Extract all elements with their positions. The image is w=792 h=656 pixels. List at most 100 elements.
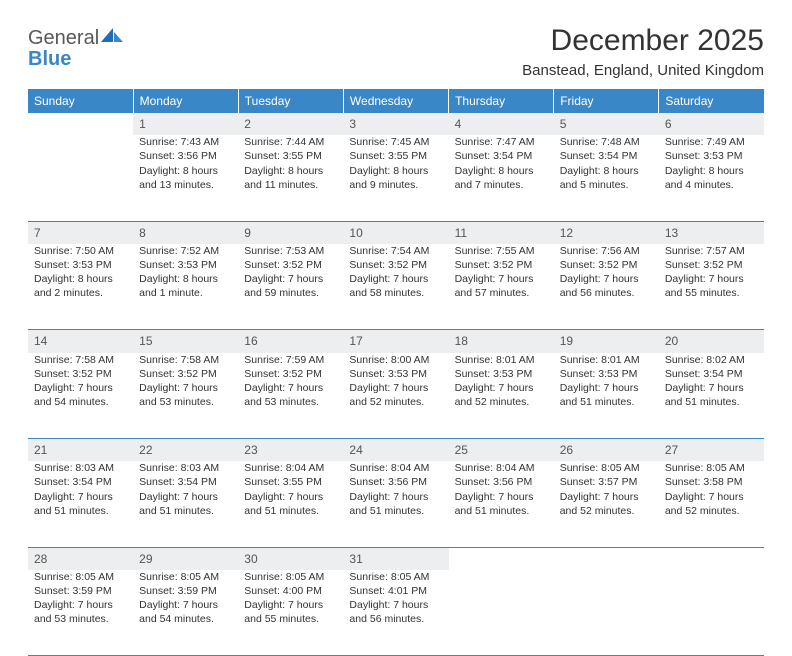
day-content-row: Sunrise: 7:50 AMSunset: 3:53 PMDaylight:… bbox=[28, 244, 764, 330]
daylight-text-2: and 54 minutes. bbox=[34, 395, 127, 409]
sunset-text: Sunset: 3:52 PM bbox=[455, 258, 548, 272]
sunset-text: Sunset: 3:55 PM bbox=[244, 475, 337, 489]
daylight-text-1: Daylight: 7 hours bbox=[139, 490, 232, 504]
day-cell: Sunrise: 7:49 AMSunset: 3:53 PMDaylight:… bbox=[659, 135, 764, 221]
day-cell: Sunrise: 7:58 AMSunset: 3:52 PMDaylight:… bbox=[133, 353, 238, 439]
day-number: 8 bbox=[133, 221, 238, 244]
daylight-text-2: and 2 minutes. bbox=[34, 286, 127, 300]
daylight-text-2: and 1 minute. bbox=[139, 286, 232, 300]
sunset-text: Sunset: 3:52 PM bbox=[244, 367, 337, 381]
day-cell: Sunrise: 8:04 AMSunset: 3:56 PMDaylight:… bbox=[449, 461, 554, 547]
sunrise-text: Sunrise: 7:47 AM bbox=[455, 135, 548, 149]
daylight-text-1: Daylight: 7 hours bbox=[455, 381, 548, 395]
day-cell: Sunrise: 7:52 AMSunset: 3:53 PMDaylight:… bbox=[133, 244, 238, 330]
day-cell: Sunrise: 7:48 AMSunset: 3:54 PMDaylight:… bbox=[554, 135, 659, 221]
sunset-text: Sunset: 4:00 PM bbox=[244, 584, 337, 598]
weekday-header: Tuesday bbox=[238, 89, 343, 113]
day-cell: Sunrise: 7:58 AMSunset: 3:52 PMDaylight:… bbox=[28, 353, 133, 439]
sunrise-text: Sunrise: 7:59 AM bbox=[244, 353, 337, 367]
daylight-text-2: and 51 minutes. bbox=[560, 395, 653, 409]
day-cell: Sunrise: 8:05 AMSunset: 4:01 PMDaylight:… bbox=[343, 570, 448, 656]
day-number: 21 bbox=[28, 439, 133, 462]
day-number: 12 bbox=[554, 221, 659, 244]
sunset-text: Sunset: 3:53 PM bbox=[560, 367, 653, 381]
sunset-text: Sunset: 3:58 PM bbox=[665, 475, 758, 489]
sunrise-text: Sunrise: 7:56 AM bbox=[560, 244, 653, 258]
daylight-text-1: Daylight: 7 hours bbox=[349, 598, 442, 612]
sunrise-text: Sunrise: 7:58 AM bbox=[34, 353, 127, 367]
day-cell: Sunrise: 7:44 AMSunset: 3:55 PMDaylight:… bbox=[238, 135, 343, 221]
sunset-text: Sunset: 3:53 PM bbox=[34, 258, 127, 272]
day-number: 1 bbox=[133, 113, 238, 135]
day-cell: Sunrise: 8:04 AMSunset: 3:55 PMDaylight:… bbox=[238, 461, 343, 547]
sunset-text: Sunset: 3:53 PM bbox=[455, 367, 548, 381]
day-number: 23 bbox=[238, 439, 343, 462]
sunrise-text: Sunrise: 7:57 AM bbox=[665, 244, 758, 258]
day-content-row: Sunrise: 8:05 AMSunset: 3:59 PMDaylight:… bbox=[28, 570, 764, 656]
sunset-text: Sunset: 3:54 PM bbox=[560, 149, 653, 163]
sunrise-text: Sunrise: 8:05 AM bbox=[665, 461, 758, 475]
daylight-text-1: Daylight: 7 hours bbox=[139, 598, 232, 612]
day-number: 16 bbox=[238, 330, 343, 353]
daylight-text-2: and 51 minutes. bbox=[665, 395, 758, 409]
daylight-text-2: and 57 minutes. bbox=[455, 286, 548, 300]
sunset-text: Sunset: 3:55 PM bbox=[349, 149, 442, 163]
sunrise-text: Sunrise: 8:01 AM bbox=[455, 353, 548, 367]
sunset-text: Sunset: 3:52 PM bbox=[560, 258, 653, 272]
day-number: 5 bbox=[554, 113, 659, 135]
day-cell: Sunrise: 8:02 AMSunset: 3:54 PMDaylight:… bbox=[659, 353, 764, 439]
daylight-text-1: Daylight: 7 hours bbox=[34, 490, 127, 504]
daylight-text-1: Daylight: 8 hours bbox=[560, 164, 653, 178]
day-cell: Sunrise: 8:03 AMSunset: 3:54 PMDaylight:… bbox=[133, 461, 238, 547]
day-number: 4 bbox=[449, 113, 554, 135]
day-number: 25 bbox=[449, 439, 554, 462]
daylight-text-2: and 55 minutes. bbox=[244, 612, 337, 626]
sunrise-text: Sunrise: 8:04 AM bbox=[244, 461, 337, 475]
daylight-text-1: Daylight: 8 hours bbox=[139, 272, 232, 286]
header: General Blue December 2025 Banstead, Eng… bbox=[28, 24, 764, 79]
daylight-text-2: and 7 minutes. bbox=[455, 178, 548, 192]
sunset-text: Sunset: 3:52 PM bbox=[244, 258, 337, 272]
day-cell: Sunrise: 7:54 AMSunset: 3:52 PMDaylight:… bbox=[343, 244, 448, 330]
daylight-text-1: Daylight: 8 hours bbox=[665, 164, 758, 178]
daylight-text-1: Daylight: 8 hours bbox=[244, 164, 337, 178]
daylight-text-2: and 52 minutes. bbox=[560, 504, 653, 518]
sunrise-text: Sunrise: 7:58 AM bbox=[139, 353, 232, 367]
day-number: 27 bbox=[659, 439, 764, 462]
day-cell: Sunrise: 7:43 AMSunset: 3:56 PMDaylight:… bbox=[133, 135, 238, 221]
day-number: 22 bbox=[133, 439, 238, 462]
weekday-header: Sunday bbox=[28, 89, 133, 113]
sunset-text: Sunset: 3:59 PM bbox=[139, 584, 232, 598]
daylight-text-2: and 52 minutes. bbox=[455, 395, 548, 409]
day-cell: Sunrise: 8:01 AMSunset: 3:53 PMDaylight:… bbox=[554, 353, 659, 439]
sunrise-text: Sunrise: 7:45 AM bbox=[349, 135, 442, 149]
sunrise-text: Sunrise: 7:50 AM bbox=[34, 244, 127, 258]
sunset-text: Sunset: 3:52 PM bbox=[665, 258, 758, 272]
day-number: 26 bbox=[554, 439, 659, 462]
day-cell: Sunrise: 7:59 AMSunset: 3:52 PMDaylight:… bbox=[238, 353, 343, 439]
daylight-text-1: Daylight: 7 hours bbox=[244, 381, 337, 395]
daylight-text-2: and 59 minutes. bbox=[244, 286, 337, 300]
sunset-text: Sunset: 3:53 PM bbox=[665, 149, 758, 163]
day-number: 28 bbox=[28, 547, 133, 570]
sunset-text: Sunset: 3:56 PM bbox=[139, 149, 232, 163]
daylight-text-2: and 55 minutes. bbox=[665, 286, 758, 300]
day-cell bbox=[659, 570, 764, 656]
location-text: Banstead, England, United Kingdom bbox=[522, 62, 764, 79]
sunrise-text: Sunrise: 8:00 AM bbox=[349, 353, 442, 367]
weekday-header: Saturday bbox=[659, 89, 764, 113]
weekday-header: Thursday bbox=[449, 89, 554, 113]
daylight-text-1: Daylight: 7 hours bbox=[139, 381, 232, 395]
title-block: December 2025 Banstead, England, United … bbox=[522, 24, 764, 79]
day-number: 15 bbox=[133, 330, 238, 353]
day-cell: Sunrise: 7:47 AMSunset: 3:54 PMDaylight:… bbox=[449, 135, 554, 221]
sunset-text: Sunset: 3:54 PM bbox=[139, 475, 232, 489]
daylight-text-1: Daylight: 8 hours bbox=[34, 272, 127, 286]
day-cell: Sunrise: 7:57 AMSunset: 3:52 PMDaylight:… bbox=[659, 244, 764, 330]
day-cell bbox=[449, 570, 554, 656]
sunset-text: Sunset: 3:59 PM bbox=[34, 584, 127, 598]
logo-sail-icon bbox=[101, 28, 123, 44]
month-title: December 2025 bbox=[522, 24, 764, 58]
day-content-row: Sunrise: 7:43 AMSunset: 3:56 PMDaylight:… bbox=[28, 135, 764, 221]
day-number: 13 bbox=[659, 221, 764, 244]
